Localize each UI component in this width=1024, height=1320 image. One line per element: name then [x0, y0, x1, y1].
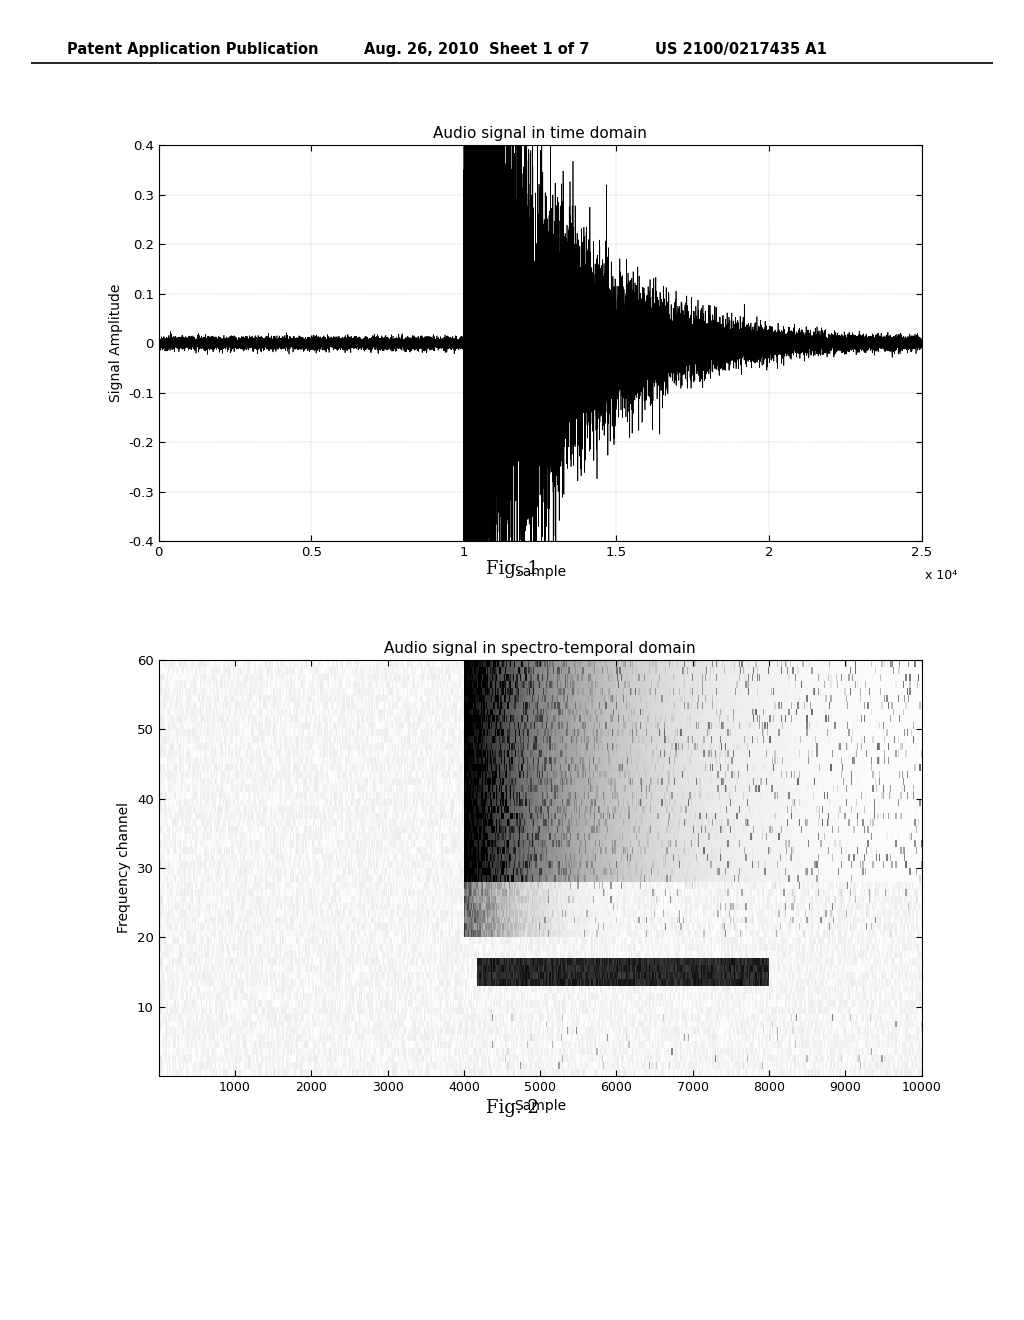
Text: x 10⁴: x 10⁴ — [926, 569, 957, 582]
Y-axis label: Frequency channel: Frequency channel — [118, 803, 131, 933]
X-axis label: Sample: Sample — [514, 1100, 566, 1113]
Title: Audio signal in spectro-temporal domain: Audio signal in spectro-temporal domain — [384, 642, 696, 656]
Text: Fig. 1: Fig. 1 — [485, 560, 539, 578]
Y-axis label: Signal Amplitude: Signal Amplitude — [109, 284, 123, 403]
Text: US 2100/0217435 A1: US 2100/0217435 A1 — [655, 42, 827, 57]
Title: Audio signal in time domain: Audio signal in time domain — [433, 127, 647, 141]
Text: Patent Application Publication: Patent Application Publication — [67, 42, 318, 57]
Text: Fig. 2: Fig. 2 — [485, 1098, 539, 1117]
Text: Aug. 26, 2010  Sheet 1 of 7: Aug. 26, 2010 Sheet 1 of 7 — [364, 42, 589, 57]
X-axis label: Sample: Sample — [514, 565, 566, 578]
